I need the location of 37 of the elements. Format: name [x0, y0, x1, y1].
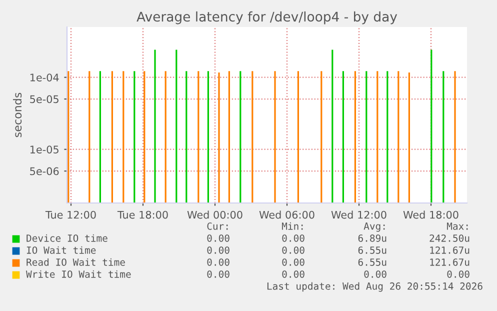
- text: 0.00: [207, 234, 230, 242]
- chart-title: Average latency for /dev/loop4 - by day: [136, 11, 398, 24]
- x-tick-label: Wed 18:00: [403, 210, 458, 219]
- text: 0.00: [282, 258, 304, 266]
- text: 6.55u: [358, 258, 386, 266]
- x-tick-label: Wed 00:00: [187, 210, 242, 219]
- text: 0.00: [364, 270, 386, 278]
- text: 121.67u: [430, 258, 470, 266]
- text: 6.89u: [358, 234, 386, 242]
- y-tick-label: 5e-05: [30, 95, 58, 104]
- text: Min:: [282, 222, 303, 230]
- text: 0.00: [447, 270, 470, 278]
- legend-label: Write IO Wait time: [26, 270, 131, 278]
- text: 242.50u: [430, 234, 470, 242]
- text: 0.00: [282, 270, 304, 278]
- text: Avg:: [364, 222, 385, 232]
- text: Last update: Wed Aug 26 20:55:14 2026: [267, 282, 482, 292]
- text: 0.00: [282, 246, 304, 254]
- text: Cur:: [207, 222, 228, 230]
- legend-label: Read IO Wait time: [26, 258, 125, 266]
- x-tick-label: Tue 18:00: [117, 210, 168, 219]
- y-axis-title: seconds: [13, 92, 22, 138]
- text: 0.00: [207, 258, 230, 266]
- y-tick-label: 1e-05: [30, 146, 58, 154]
- text: 6.55u: [358, 246, 386, 254]
- y-tick-label: 1e-04: [30, 74, 59, 82]
- y-tick-label: 5e-06: [30, 167, 59, 176]
- text: Max:: [446, 222, 468, 230]
- text: 0.00: [282, 234, 304, 242]
- legend-label: Device IO time: [26, 234, 108, 242]
- x-tick-label: Wed 12:00: [331, 210, 386, 219]
- legend-label: IO Wait time: [26, 246, 96, 254]
- text: 121.67u: [430, 246, 470, 254]
- x-tick-label: Tue 12:00: [45, 210, 96, 219]
- text: 0.00: [207, 246, 230, 254]
- x-tick-label: Wed 06:00: [259, 210, 314, 219]
- text: 0.00: [207, 270, 230, 278]
